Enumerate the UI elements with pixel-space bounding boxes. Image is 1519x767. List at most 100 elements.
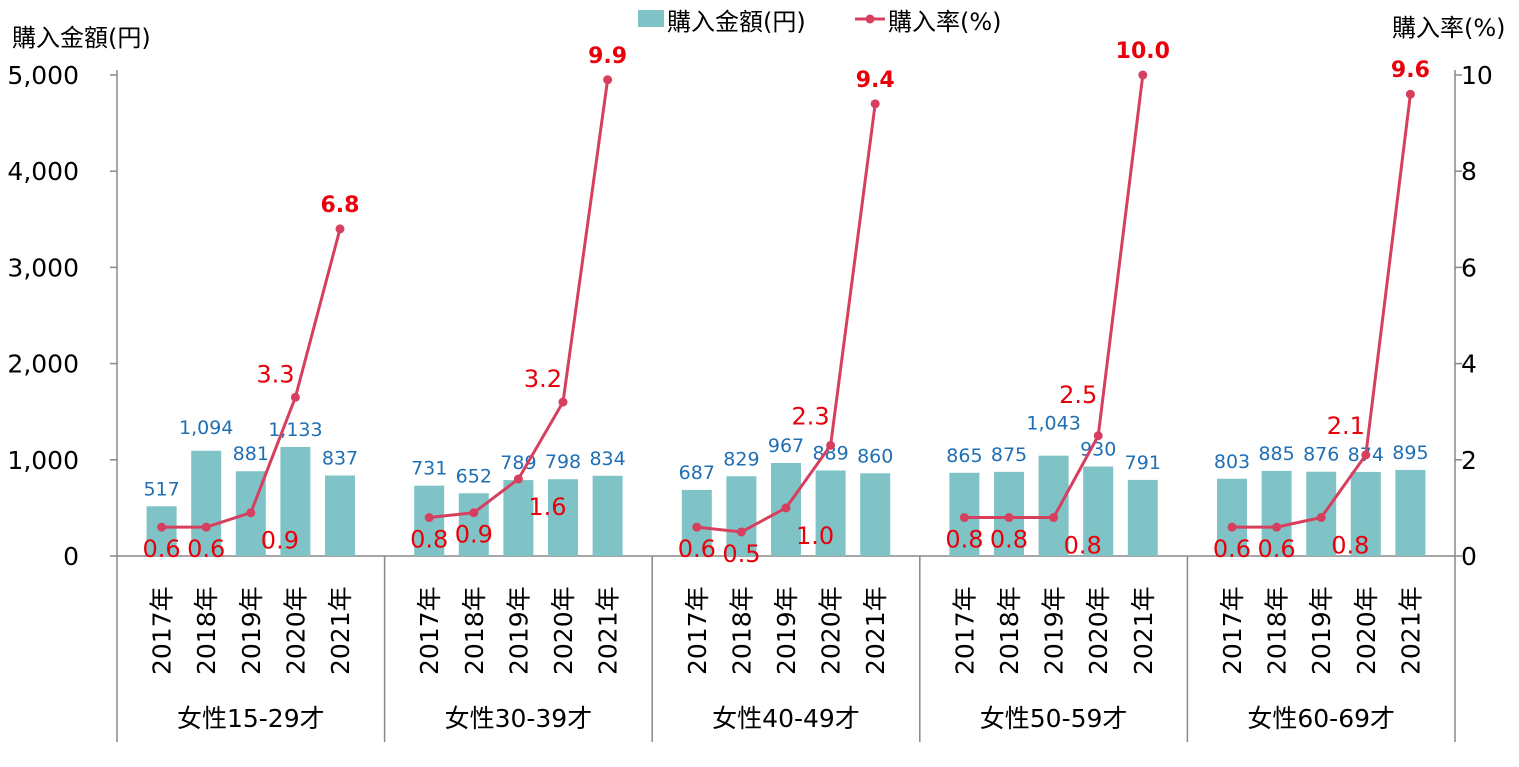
bar xyxy=(280,447,311,556)
legend: 購入金額(円) 購入率(%) xyxy=(638,8,1002,36)
left-tick-label: 1,000 xyxy=(7,446,79,475)
rate-label: 2.5 xyxy=(1059,381,1097,409)
right-tick-label: 8 xyxy=(1461,157,1477,186)
year-label: 2021年 xyxy=(1129,586,1158,675)
group-label: 女性60-69才 xyxy=(1247,704,1395,733)
bar xyxy=(592,475,623,556)
year-label: 2021年 xyxy=(1396,586,1425,675)
left-tick-label: 2,000 xyxy=(7,350,79,379)
rate-label: 0.6 xyxy=(1258,535,1296,563)
rate-label: 0.9 xyxy=(455,521,493,549)
legend-bar-label: 購入金額(円) xyxy=(667,8,806,36)
right-tick-label: 4 xyxy=(1461,350,1477,379)
year-label: 2018年 xyxy=(995,586,1024,675)
left-tick-label: 3,000 xyxy=(7,253,79,282)
year-label: 2020年 xyxy=(817,586,846,675)
rate-label: 0.8 xyxy=(990,526,1028,554)
group-label: 女性15-29才 xyxy=(177,704,325,733)
year-label: 2017年 xyxy=(950,586,979,675)
rate-point xyxy=(558,397,568,407)
year-label: 2019年 xyxy=(1040,586,1069,675)
year-label: 2018年 xyxy=(192,586,221,675)
rate-point xyxy=(1049,513,1059,523)
amount-label: 798 xyxy=(545,451,581,473)
legend-line-marker xyxy=(865,14,875,24)
year-label: 2021年 xyxy=(594,586,623,675)
rate-point xyxy=(1272,522,1282,532)
amount-label: 517 xyxy=(143,478,179,500)
rate-point xyxy=(1227,522,1237,532)
year-label: 2017年 xyxy=(683,586,712,675)
amount-label: 837 xyxy=(322,447,358,469)
rate-label: 3.3 xyxy=(256,360,294,388)
amount-label: 1,043 xyxy=(1026,413,1080,435)
amount-label: 789 xyxy=(500,452,536,474)
group-label: 女性30-39才 xyxy=(445,704,593,733)
rate-point xyxy=(157,522,167,532)
right-tick-label: 0 xyxy=(1461,542,1477,571)
rate-label: 10.0 xyxy=(1116,39,1170,64)
amount-label: 791 xyxy=(1125,452,1161,474)
year-label: 2019年 xyxy=(1307,586,1336,675)
amount-label: 829 xyxy=(723,448,759,470)
rate-label: 1.6 xyxy=(528,493,566,521)
rate-label: 0.6 xyxy=(143,535,181,563)
bar xyxy=(1217,478,1247,556)
rate-label: 3.2 xyxy=(524,365,562,393)
left-tick-label: 4,000 xyxy=(7,157,79,186)
bar xyxy=(503,480,534,556)
rate-label: 0.6 xyxy=(187,535,225,563)
right-tick-label: 10 xyxy=(1461,61,1493,90)
bar xyxy=(325,475,355,556)
rate-label: 0.6 xyxy=(678,535,716,563)
rate-point xyxy=(692,522,702,532)
year-label: 2018年 xyxy=(1263,586,1292,675)
rate-label: 0.6 xyxy=(1213,535,1251,563)
amount-label: 967 xyxy=(768,435,804,457)
rate-point xyxy=(781,503,791,513)
rate-label: 9.4 xyxy=(856,68,895,93)
bar xyxy=(860,473,891,556)
amount-label: 895 xyxy=(1392,442,1428,464)
rate-label: 9.6 xyxy=(1391,58,1430,83)
right-tick-label: 2 xyxy=(1461,446,1477,475)
bar xyxy=(815,470,846,556)
rate-label: 0.8 xyxy=(410,526,448,554)
year-label: 2019年 xyxy=(237,586,266,675)
left-tick-label: 0 xyxy=(63,542,79,571)
amount-label: 1,094 xyxy=(179,417,233,439)
rate-label: 0.8 xyxy=(1064,532,1102,560)
bar xyxy=(1127,479,1158,556)
rate-label: 2.1 xyxy=(1327,412,1365,440)
amount-label: 865 xyxy=(946,445,982,467)
bar xyxy=(1395,469,1426,556)
year-label: 2021年 xyxy=(326,586,355,675)
amount-label: 875 xyxy=(991,444,1027,466)
amount-label: 1,133 xyxy=(268,419,322,441)
amount-label: 834 xyxy=(589,448,625,470)
rate-point xyxy=(513,474,523,484)
right-axis-title: 購入率(%) xyxy=(1392,14,1506,42)
rate-label: 0.8 xyxy=(1331,532,1369,560)
rate-point xyxy=(469,508,479,518)
year-label: 2017年 xyxy=(148,586,177,675)
year-label: 2020年 xyxy=(1084,586,1113,675)
rate-point xyxy=(1405,89,1415,99)
year-label: 2019年 xyxy=(772,586,801,675)
rate-label: 6.8 xyxy=(321,193,360,218)
rate-point xyxy=(736,527,746,537)
rate-point xyxy=(870,99,880,109)
right-tick-label: 6 xyxy=(1461,253,1477,282)
legend-bar-swatch xyxy=(638,10,664,27)
bar xyxy=(1350,471,1381,556)
amount-label: 731 xyxy=(411,458,447,480)
left-tick-label: 5,000 xyxy=(7,61,79,90)
group-label: 女性50-59才 xyxy=(980,704,1128,733)
rate-point xyxy=(826,440,836,450)
amount-label: 652 xyxy=(456,465,492,487)
year-label: 2017年 xyxy=(1218,586,1247,675)
amount-label: 876 xyxy=(1303,444,1339,466)
rate-point xyxy=(959,513,969,523)
bar xyxy=(548,479,578,556)
